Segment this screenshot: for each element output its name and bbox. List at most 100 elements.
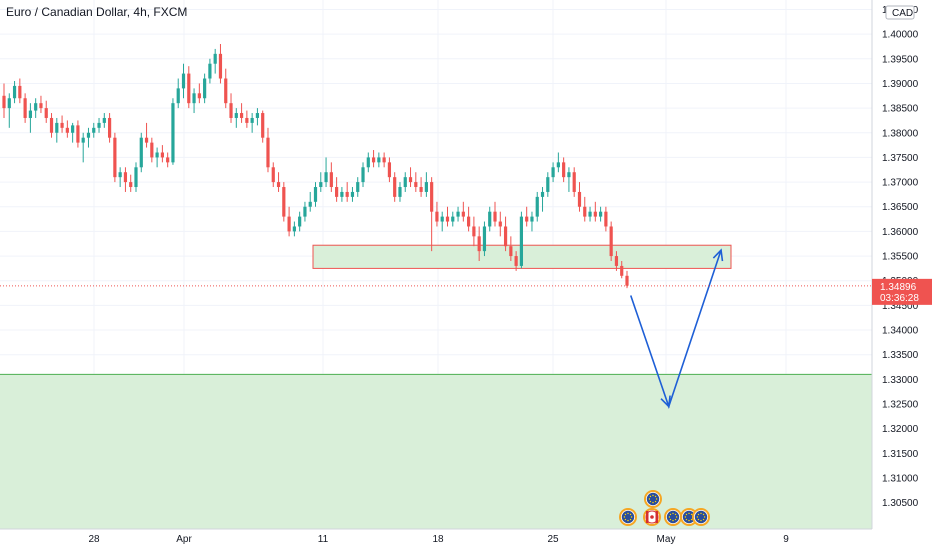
candle	[361, 162, 365, 188]
y-tick-label: 1.34500	[882, 301, 919, 312]
eu-star-icon	[674, 513, 677, 516]
eu-flag-icon[interactable]	[692, 508, 710, 526]
candle	[255, 108, 260, 126]
eu-flag-icon[interactable]	[644, 490, 662, 508]
candle	[34, 98, 38, 118]
time-axis-bg	[0, 529, 872, 550]
candle	[102, 113, 106, 128]
y-tick-label: 1.39000	[882, 79, 919, 90]
candle-body	[556, 162, 560, 168]
candle-body	[23, 98, 27, 118]
candle-body	[171, 103, 175, 163]
candle-body	[588, 211, 592, 217]
candle-body	[229, 103, 233, 118]
candle	[519, 211, 524, 269]
candle-body	[530, 216, 534, 222]
candle	[625, 270, 629, 289]
candle	[55, 117, 59, 143]
x-tick-label: 9	[783, 534, 789, 545]
candle-body	[335, 187, 339, 197]
candle-body	[382, 157, 386, 163]
candle	[424, 172, 428, 197]
eu-star-icon	[668, 516, 671, 518]
eu-star-icon	[672, 519, 674, 522]
candle	[261, 110, 265, 143]
candle-body	[567, 172, 571, 178]
candle-body	[435, 211, 439, 222]
candle	[139, 132, 143, 173]
candle-body	[562, 162, 566, 178]
candle-body	[377, 157, 381, 163]
candle-body	[39, 103, 43, 109]
axis-corner	[872, 529, 932, 550]
eu-star-icon	[690, 518, 693, 521]
candle	[546, 172, 550, 197]
eu-star-icon	[685, 513, 688, 516]
candle	[371, 150, 376, 168]
y-tick-label: 1.38500	[882, 104, 919, 115]
candle-body	[467, 216, 471, 227]
candle-body	[2, 95, 6, 109]
candle	[171, 98, 175, 165]
canada-flag-icon[interactable]	[643, 508, 661, 526]
projection-arrowhead-down	[660, 395, 671, 409]
candle	[577, 182, 582, 212]
candle	[76, 120, 80, 148]
candle	[308, 191, 312, 212]
candle-body	[451, 216, 455, 222]
candle	[572, 167, 576, 197]
candle	[324, 157, 328, 188]
y-tick-label: 1.37000	[882, 178, 919, 189]
eu-star-icon	[629, 518, 632, 521]
economic-events[interactable]	[619, 490, 710, 526]
candle	[176, 78, 180, 109]
y-tick-label: 1.32500	[882, 400, 919, 411]
candle-body	[245, 117, 249, 123]
eu-star-icon	[697, 518, 700, 521]
candle-body	[197, 93, 201, 99]
candle-body	[498, 221, 502, 227]
candle	[530, 211, 534, 232]
candle	[382, 152, 386, 168]
eu-star-icon	[624, 518, 627, 521]
candle-body	[81, 137, 85, 143]
y-tick-label: 1.33000	[882, 375, 919, 386]
candle	[113, 132, 117, 183]
candle	[482, 221, 487, 257]
candle	[408, 167, 413, 188]
candle	[150, 137, 154, 163]
eu-star-icon	[629, 513, 632, 516]
eu-flag-bg-icon	[682, 510, 696, 524]
candle	[144, 122, 149, 148]
candle-body	[424, 182, 428, 192]
y-tick-label: 1.37500	[882, 153, 919, 164]
candle	[18, 78, 22, 104]
candle-body	[86, 132, 91, 138]
candle-body	[488, 211, 492, 227]
candle-body	[387, 162, 392, 178]
candle-body	[139, 137, 143, 168]
candle	[567, 167, 571, 192]
candle-body	[514, 256, 518, 266]
candle	[514, 251, 518, 271]
eu-star-icon	[649, 500, 652, 503]
candle-body	[92, 127, 96, 133]
candle-body	[482, 226, 487, 252]
candle	[123, 167, 128, 192]
x-tick-label: Apr	[176, 534, 192, 545]
candle-body	[356, 182, 360, 192]
y-tick-label: 1.36500	[882, 202, 919, 213]
candle-body	[477, 236, 481, 252]
eu-flag-icon[interactable]	[619, 508, 637, 526]
eu-flag-icon[interactable]	[664, 508, 682, 526]
eu-star-icon	[648, 498, 651, 500]
candle	[282, 182, 286, 222]
eu-star-icon	[669, 518, 672, 521]
candle-body	[609, 226, 613, 257]
candle-body	[308, 201, 312, 207]
candles	[2, 43, 629, 289]
eu-star-icon	[700, 519, 702, 522]
candle	[503, 216, 508, 252]
